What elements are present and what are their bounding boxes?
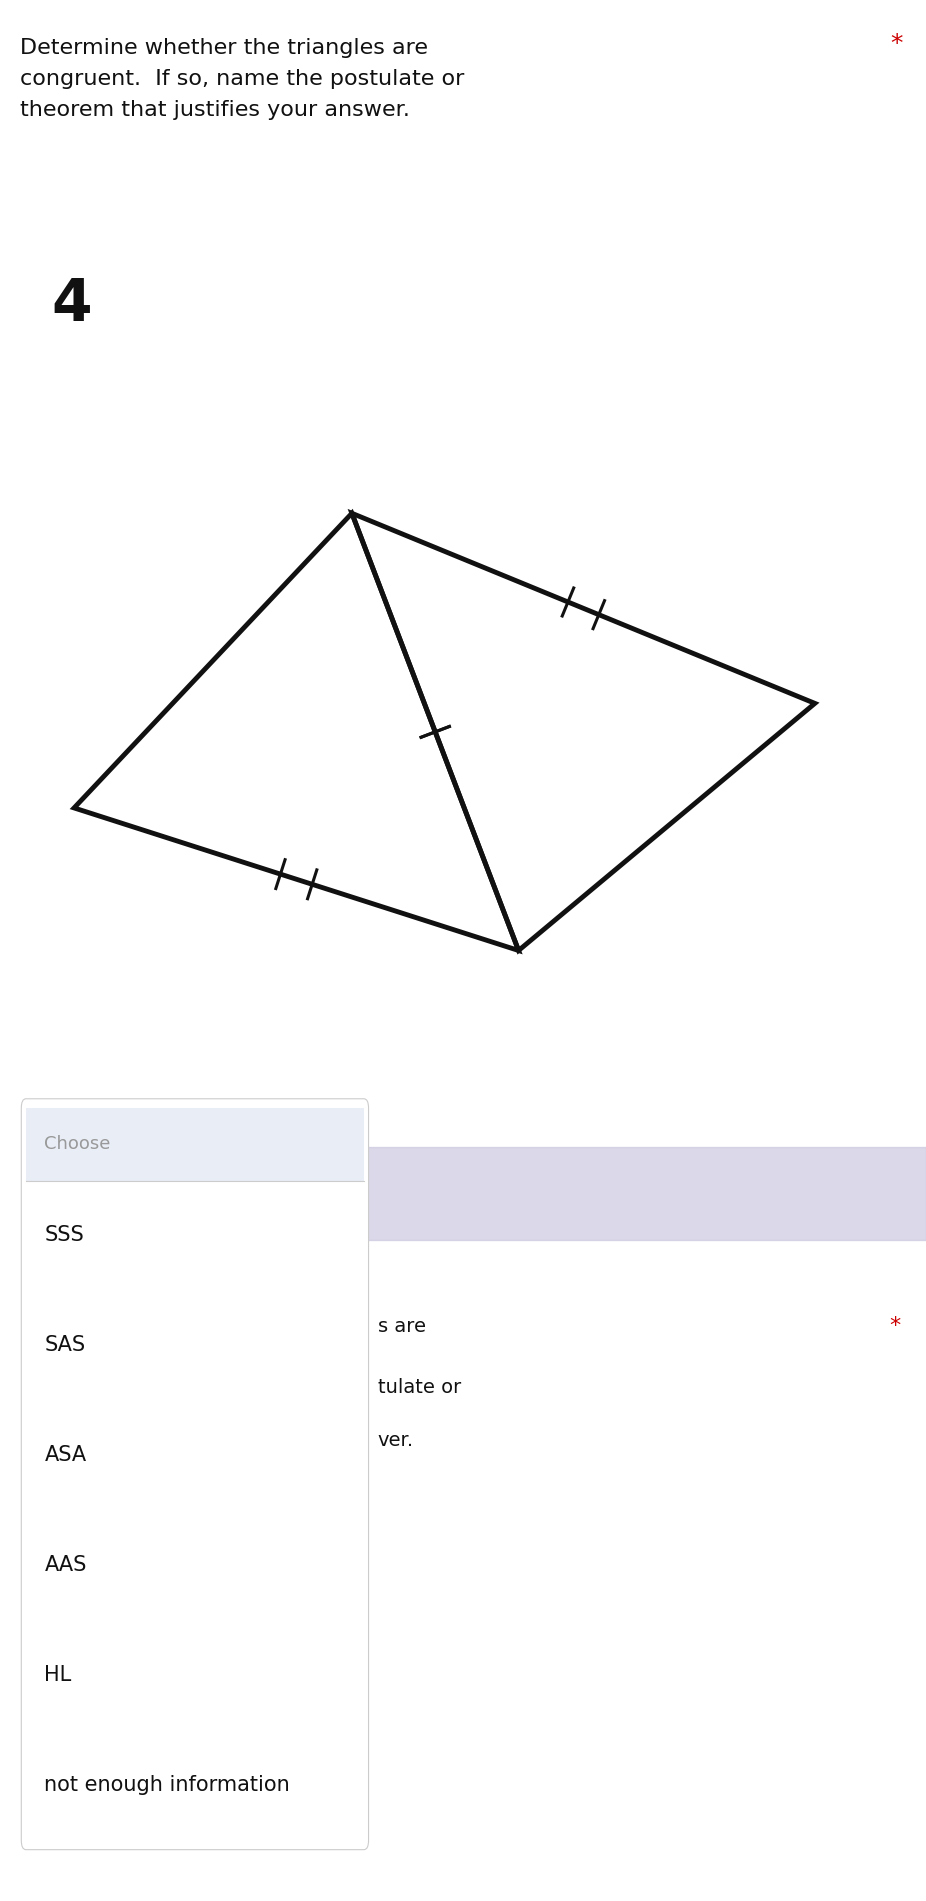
- Text: Choose: Choose: [44, 1135, 111, 1154]
- Text: 4: 4: [51, 276, 92, 333]
- Text: SAS: SAS: [44, 1335, 85, 1355]
- Text: tulate or: tulate or: [378, 1378, 461, 1397]
- Text: s are: s are: [378, 1317, 426, 1336]
- Text: ver.: ver.: [378, 1431, 414, 1450]
- FancyBboxPatch shape: [21, 1099, 369, 1850]
- Text: ASA: ASA: [44, 1445, 86, 1466]
- Text: SSS: SSS: [44, 1226, 84, 1245]
- Text: HL: HL: [44, 1665, 71, 1686]
- Text: *: *: [889, 1315, 900, 1336]
- Text: not enough information: not enough information: [44, 1776, 290, 1795]
- Text: Determine whether the triangles are
congruent.  If so, name the postulate or
the: Determine whether the triangles are cong…: [20, 38, 465, 120]
- Text: *: *: [891, 32, 903, 57]
- Bar: [364, 1146, 926, 1239]
- Bar: [26, 1108, 364, 1181]
- Text: AAS: AAS: [44, 1555, 87, 1576]
